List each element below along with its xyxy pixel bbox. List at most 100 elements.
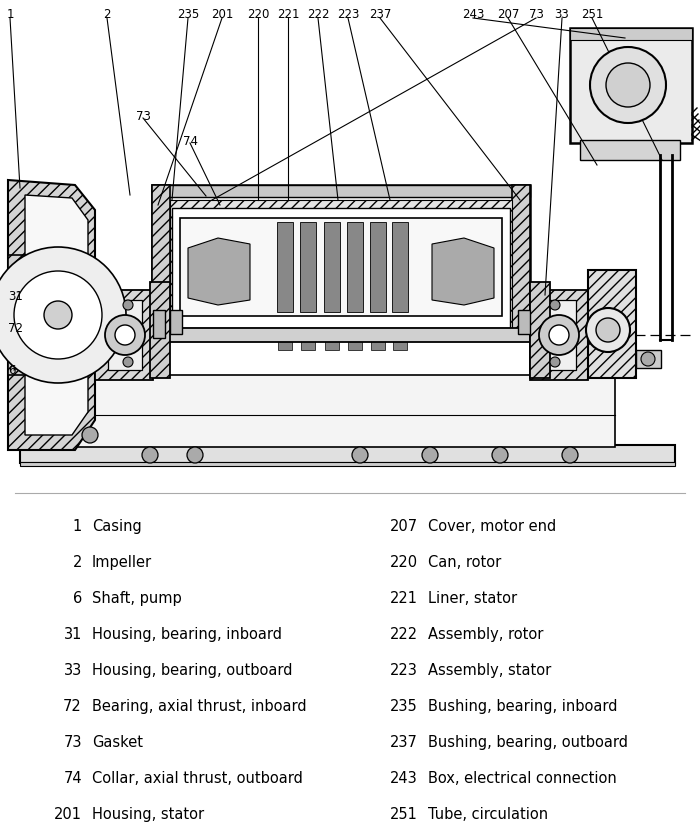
Bar [324,222,340,312]
Bar [301,328,315,350]
Text: 31: 31 [64,627,82,642]
Bar [152,326,530,338]
Text: 72: 72 [63,699,82,714]
Polygon shape [432,238,494,305]
Bar [278,328,292,350]
Bar [75,375,615,447]
Circle shape [123,300,133,310]
Text: 237: 237 [390,735,418,750]
Text: Housing, bearing, outboard: Housing, bearing, outboard [92,663,293,678]
Text: 235: 235 [177,8,199,21]
Bar [172,208,510,328]
Bar [60,328,630,342]
Text: 73: 73 [136,110,150,123]
Text: 243: 243 [391,771,418,786]
Text: 222: 222 [390,627,418,642]
Text: Bushing, bearing, inboard: Bushing, bearing, inboard [428,699,617,714]
Bar [370,222,386,312]
Bar [588,270,636,378]
Circle shape [550,357,560,367]
Text: 74: 74 [64,771,82,786]
Circle shape [0,247,126,383]
Text: 2: 2 [73,555,82,570]
Circle shape [606,63,650,107]
Text: 6: 6 [8,363,15,377]
Bar [277,222,293,312]
Bar [14,262,26,368]
Text: 207: 207 [390,519,418,534]
Text: 6: 6 [73,591,82,606]
Circle shape [549,325,569,345]
Text: 220: 220 [390,555,418,570]
Circle shape [550,300,560,310]
Bar [347,222,363,312]
Text: 223: 223 [337,8,359,21]
Polygon shape [188,238,250,305]
Bar [150,282,170,378]
Bar [8,255,26,375]
Bar [393,328,407,350]
Text: Box, electrical connection: Box, electrical connection [428,771,617,786]
Bar [530,290,588,380]
Bar [392,222,408,312]
Circle shape [641,352,655,366]
Text: Impeller: Impeller [92,555,152,570]
Text: Assembly, rotor: Assembly, rotor [428,627,543,642]
Text: Shaft, pump: Shaft, pump [92,591,182,606]
Text: 33: 33 [64,663,82,678]
Bar [20,462,675,466]
Text: Collar, axial thrust, outboard: Collar, axial thrust, outboard [92,771,303,786]
Bar [152,185,530,197]
Text: 220: 220 [247,8,270,21]
Bar [348,328,362,350]
Bar [95,290,153,380]
Bar [570,28,692,143]
Bar [371,328,385,350]
Circle shape [352,447,368,463]
Text: Casing: Casing [92,519,141,534]
Text: 1: 1 [6,8,14,21]
Bar [300,222,316,312]
Text: 73: 73 [64,735,82,750]
Circle shape [539,315,579,355]
Polygon shape [8,180,95,450]
Text: 73: 73 [528,8,543,21]
Text: Gasket: Gasket [92,735,143,750]
Bar [530,282,550,378]
Circle shape [562,447,578,463]
Text: 223: 223 [390,663,418,678]
Text: 31: 31 [8,291,23,303]
Text: Can, rotor: Can, rotor [428,555,501,570]
Text: Cover, motor end: Cover, motor end [428,519,556,534]
Bar [325,328,339,350]
Text: Liner, stator: Liner, stator [428,591,517,606]
Text: Tube, circulation: Tube, circulation [428,807,548,822]
Text: 235: 235 [391,699,418,714]
Circle shape [590,47,666,123]
Text: Housing, stator: Housing, stator [92,807,204,822]
Text: 243: 243 [462,8,484,21]
Circle shape [422,447,438,463]
Circle shape [586,308,630,352]
Bar [542,300,576,370]
Text: 207: 207 [497,8,519,21]
Circle shape [123,357,133,367]
Text: 221: 221 [276,8,300,21]
Bar [20,445,675,463]
Bar [180,218,502,316]
Bar [152,185,170,338]
Circle shape [187,447,203,463]
Bar [170,200,512,338]
Polygon shape [25,195,88,435]
Circle shape [105,315,145,355]
Text: 237: 237 [369,8,391,21]
Text: 33: 33 [554,8,569,21]
Bar [153,310,165,338]
Text: Housing, bearing, inboard: Housing, bearing, inboard [92,627,282,642]
Circle shape [14,271,102,359]
Bar [518,310,530,334]
Text: Assembly, stator: Assembly, stator [428,663,552,678]
Text: 2: 2 [104,8,111,21]
Circle shape [142,447,158,463]
Bar [152,185,530,338]
